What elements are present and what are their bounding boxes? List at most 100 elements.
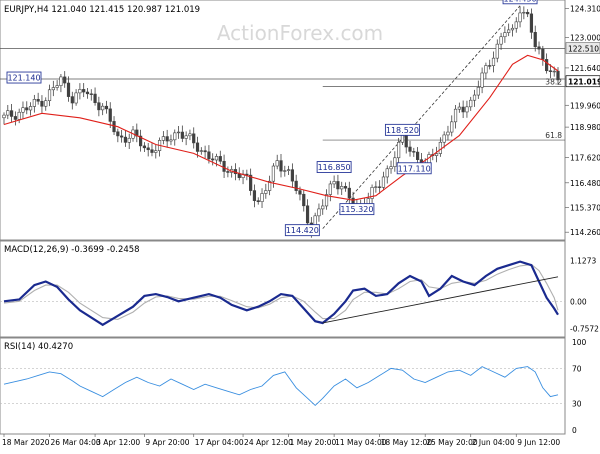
candle-body xyxy=(249,174,253,191)
candle-body xyxy=(25,107,29,111)
y-tick-label: 123.000 xyxy=(570,34,600,43)
candle-body xyxy=(491,57,496,66)
candle-body xyxy=(347,187,351,199)
candle-body xyxy=(461,106,465,113)
candle-body xyxy=(123,136,128,143)
macd-tick-label: 1.1273 xyxy=(570,257,596,266)
y-tick-label: 115.370 xyxy=(570,203,600,212)
candle-body xyxy=(499,36,503,45)
candle-body xyxy=(279,160,283,172)
candle-body xyxy=(222,160,226,172)
candle-body xyxy=(305,205,310,224)
x-tick-label: 9 Apr 20:00 xyxy=(145,438,189,447)
candle-body xyxy=(526,11,530,15)
price-label-text: 124.430 xyxy=(504,0,537,3)
candle-body xyxy=(393,157,397,167)
candle-body xyxy=(294,180,298,191)
candle-body xyxy=(552,70,556,73)
candle-body xyxy=(21,107,25,113)
axis-layer: 124.310 123.000 121.640 119.960 118.980 117.6… xyxy=(2,4,600,447)
candle-body xyxy=(408,146,412,152)
candle-body xyxy=(214,156,219,161)
rsi-tick-label: 100 xyxy=(572,338,587,347)
x-tick-label: 1 May 20:00 xyxy=(290,438,337,447)
candle-body xyxy=(389,166,393,170)
price-label-text: 116.850 xyxy=(318,163,351,172)
candle-body xyxy=(336,181,340,190)
candle-body xyxy=(256,200,260,202)
candle-body xyxy=(112,121,116,133)
candle-body xyxy=(298,190,302,195)
price-label-box xyxy=(6,71,42,84)
macd-title: MACD(12,26,9) -0.3699 -0.2458 xyxy=(4,245,140,255)
price-label-box xyxy=(396,162,432,175)
watermark: ActionForex.com xyxy=(217,21,383,45)
candle-body xyxy=(211,158,215,161)
candle-body xyxy=(476,86,480,96)
price-layer: 61.8 38.2 121.140 116.850 115.320 114.420 118.… xyxy=(0,0,565,238)
candle-body xyxy=(283,170,287,172)
candle-body xyxy=(2,114,6,119)
candle-body xyxy=(104,105,109,110)
candle-body xyxy=(412,151,416,153)
x-tick-label: 25 May 20:00 xyxy=(426,438,478,447)
candle-body xyxy=(416,151,420,160)
price-label-text: 121.140 xyxy=(7,74,40,83)
candle-body xyxy=(32,99,36,107)
macd-tick-label: 0.00 xyxy=(570,297,587,306)
price-label-box xyxy=(384,123,420,136)
macd-panel-frame xyxy=(0,240,566,338)
price-label-text: 118.520 xyxy=(386,126,419,135)
price-label-text: 115.320 xyxy=(340,205,373,214)
candle-body xyxy=(400,134,405,143)
x-tick-label: 17 Apr 04:00 xyxy=(195,438,244,447)
candle-body xyxy=(188,133,192,137)
candle-body xyxy=(343,186,348,189)
rsi-tick-label: 70 xyxy=(572,364,582,373)
candle-body xyxy=(514,21,518,29)
macd-line xyxy=(3,260,559,327)
rsi-title: RSI(14) 40.4270 xyxy=(4,342,73,352)
y-tick-label: 114.260 xyxy=(570,228,600,237)
candle-body xyxy=(9,110,14,117)
price-label-text: 114.420 xyxy=(286,226,319,235)
macd-trendline xyxy=(322,276,559,324)
candle-body xyxy=(97,102,101,111)
candle-body xyxy=(120,135,124,138)
candle-body xyxy=(184,135,188,139)
candle-body xyxy=(374,186,378,188)
candle-body xyxy=(101,105,105,111)
candle-body xyxy=(548,70,553,72)
x-tick-label: 24 Apr 12:00 xyxy=(244,438,293,447)
marked-level-box xyxy=(565,42,600,54)
y-tick-label: 121.640 xyxy=(570,64,600,73)
candle-body xyxy=(218,156,222,162)
candle-body xyxy=(484,65,488,74)
candle-body xyxy=(446,131,450,136)
candle-body xyxy=(370,187,374,199)
x-tick-label: 3 Apr 12:00 xyxy=(96,438,140,447)
rsi-tick-label: 30 xyxy=(572,400,582,409)
candle-body xyxy=(275,160,279,167)
candle-body xyxy=(176,131,181,134)
candle-body xyxy=(74,92,78,104)
candle-body xyxy=(6,110,10,116)
candle-body xyxy=(36,99,40,102)
candle-body xyxy=(332,181,336,185)
candle-body xyxy=(510,27,515,31)
marked-level-label: 122.510 xyxy=(568,45,599,54)
candle-body xyxy=(146,147,150,151)
candle-body xyxy=(286,169,291,171)
candle-body xyxy=(260,193,264,202)
candle-body xyxy=(55,85,59,88)
candle-body xyxy=(199,150,203,152)
symbol-header: EURJPY,H4 121.040 121.415 120.987 121.01… xyxy=(4,5,200,15)
macd-tick-label: -0.7572 xyxy=(570,325,599,334)
candle-body xyxy=(488,65,492,67)
rsi-panel-frame xyxy=(0,337,566,435)
moving-average-line xyxy=(3,54,559,201)
candle-body xyxy=(127,137,131,143)
x-tick-label: 9 Jun 12:00 xyxy=(517,438,560,447)
candle-body xyxy=(161,136,165,141)
